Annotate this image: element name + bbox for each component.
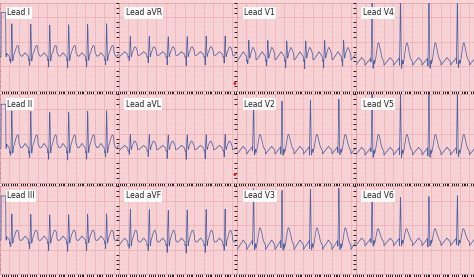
Text: Lead V4: Lead V4	[363, 8, 393, 17]
Text: •: •	[232, 170, 237, 180]
Text: •: •	[232, 79, 237, 89]
Text: Lead I: Lead I	[7, 8, 30, 17]
Text: Lead V3: Lead V3	[244, 191, 275, 201]
Text: Lead V5: Lead V5	[363, 100, 393, 109]
Text: Lead II: Lead II	[7, 100, 32, 109]
Text: Lead V6: Lead V6	[363, 191, 393, 201]
Text: Lead V2: Lead V2	[244, 100, 275, 109]
Text: Lead aVF: Lead aVF	[126, 191, 161, 201]
Text: Lead aVL: Lead aVL	[126, 100, 161, 109]
Text: Lead V1: Lead V1	[244, 8, 275, 17]
Text: Lead aVR: Lead aVR	[126, 8, 162, 17]
Text: Lead III: Lead III	[7, 191, 35, 201]
